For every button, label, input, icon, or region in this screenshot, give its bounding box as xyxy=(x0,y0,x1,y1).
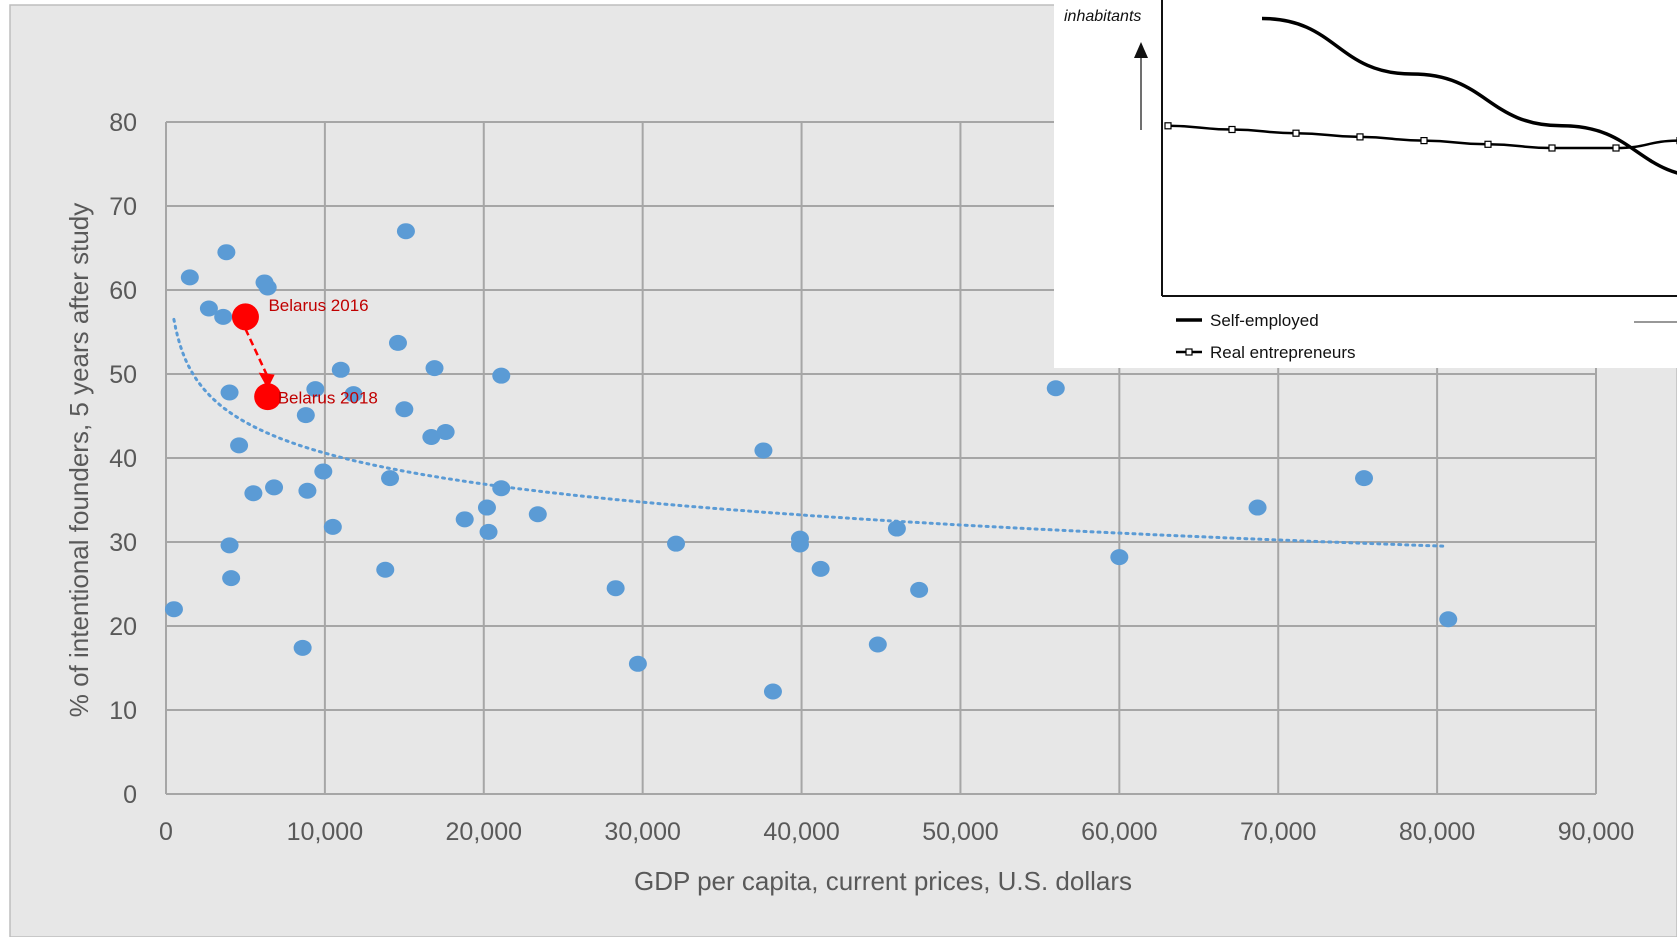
data-point xyxy=(1439,611,1458,628)
data-point xyxy=(298,482,317,499)
data-point xyxy=(395,401,414,418)
data-point xyxy=(296,407,315,424)
y-tick-label: 60 xyxy=(109,277,137,305)
inset-marker xyxy=(1612,144,1620,152)
x-tick-label: 70,000 xyxy=(1240,818,1316,846)
data-point xyxy=(436,423,455,440)
inset-self-employed-line xyxy=(1261,16,1677,175)
belarus-change-arrow xyxy=(244,328,268,376)
data-point xyxy=(477,499,496,516)
inset-line-chart: inhabitants Self-employed Real entrepren… xyxy=(1054,0,1677,368)
data-point xyxy=(763,683,782,700)
y-tick-label: 50 xyxy=(109,361,137,389)
data-point xyxy=(381,470,400,487)
data-point xyxy=(331,361,350,378)
data-point xyxy=(220,384,239,401)
y-tick-label: 70 xyxy=(109,193,137,221)
data-point xyxy=(344,386,363,403)
inset-markers xyxy=(1164,122,1677,152)
trend-line xyxy=(172,317,1447,548)
data-point xyxy=(479,523,498,540)
data-point xyxy=(323,518,342,535)
data-point xyxy=(164,601,183,618)
point-annotation: Belarus 2016 xyxy=(268,296,368,315)
y-tick-label: 40 xyxy=(109,445,137,473)
inset-marker xyxy=(1420,137,1428,145)
y-tick-label: 0 xyxy=(123,781,137,809)
highlight-point xyxy=(254,383,282,411)
inset-arrowhead-icon xyxy=(1134,42,1148,58)
x-tick-label: 80,000 xyxy=(1399,818,1475,846)
inset-legend-label-self-employed: Self-employed xyxy=(1210,311,1319,330)
data-point xyxy=(217,244,236,261)
data-point xyxy=(425,360,444,377)
data-point xyxy=(306,381,325,398)
data-point xyxy=(628,655,647,672)
data-point xyxy=(606,580,625,597)
data-point xyxy=(868,636,887,653)
y-tick-label: 30 xyxy=(109,529,137,557)
inset-marker xyxy=(1292,129,1300,137)
x-tick-label: 0 xyxy=(159,818,173,846)
data-point xyxy=(1046,380,1065,397)
tick-labels: 0 10,000 20,000 30,000 40,000 50,000 60,000 70,… xyxy=(109,109,1634,846)
data-point xyxy=(754,442,773,459)
inset-marker xyxy=(1484,140,1492,148)
data-point xyxy=(199,300,218,317)
y-tick-label: 10 xyxy=(109,697,137,725)
data-point xyxy=(293,639,312,656)
point-annotation: Belarus 2018 xyxy=(278,389,378,408)
data-point xyxy=(388,334,407,351)
data-point xyxy=(887,520,906,537)
data-point xyxy=(910,581,929,598)
data-point xyxy=(1110,549,1129,566)
data-point xyxy=(667,535,686,552)
data-point xyxy=(790,536,809,553)
data-point xyxy=(244,485,263,502)
data-point xyxy=(811,560,830,577)
y-tick-label: 80 xyxy=(109,109,137,137)
inset-marker xyxy=(1164,122,1172,130)
inset-y-axis-label: inhabitants xyxy=(1064,8,1141,25)
data-point xyxy=(314,463,333,480)
highlight-point xyxy=(231,303,259,331)
data-point xyxy=(220,537,239,554)
x-axis-label: GDP per capita, current prices, U.S. dol… xyxy=(634,866,1132,896)
inset-real-entrepreneurs-line xyxy=(1167,124,1677,150)
data-points xyxy=(164,223,1458,700)
inset-legend-marker-icon xyxy=(1185,348,1193,356)
x-tick-label: 30,000 xyxy=(604,818,680,846)
x-tick-label: 10,000 xyxy=(287,818,363,846)
inset-marker xyxy=(1228,125,1236,134)
x-tick-label: 40,000 xyxy=(763,818,839,846)
inset-marker xyxy=(1548,144,1556,152)
data-point xyxy=(214,308,233,325)
data-point xyxy=(222,570,241,587)
data-point xyxy=(265,479,284,496)
data-point xyxy=(528,506,547,523)
x-tick-label: 60,000 xyxy=(1081,818,1157,846)
inset-marker xyxy=(1356,133,1364,141)
y-tick-label: 20 xyxy=(109,613,137,641)
data-point xyxy=(1248,499,1267,516)
arrowhead-icon xyxy=(258,372,275,389)
highlighted-points: Belarus 2016 Belarus 2018 xyxy=(231,296,378,411)
inset-legend-label-real-entrepreneurs: Real entrepreneurs xyxy=(1210,343,1356,362)
data-point xyxy=(180,269,199,286)
data-point xyxy=(258,279,277,296)
data-point xyxy=(422,429,441,445)
x-tick-label: 50,000 xyxy=(922,818,998,846)
x-tick-label: 90,000 xyxy=(1558,818,1634,846)
x-tick-label: 20,000 xyxy=(446,818,522,846)
data-point xyxy=(230,437,249,454)
data-point xyxy=(376,561,395,578)
data-point xyxy=(1355,470,1374,487)
data-point xyxy=(492,480,511,497)
data-point xyxy=(396,223,415,240)
data-point xyxy=(455,511,474,528)
data-point xyxy=(492,367,511,384)
y-axis-label: % of intentional founders, 5 years after… xyxy=(64,203,94,718)
